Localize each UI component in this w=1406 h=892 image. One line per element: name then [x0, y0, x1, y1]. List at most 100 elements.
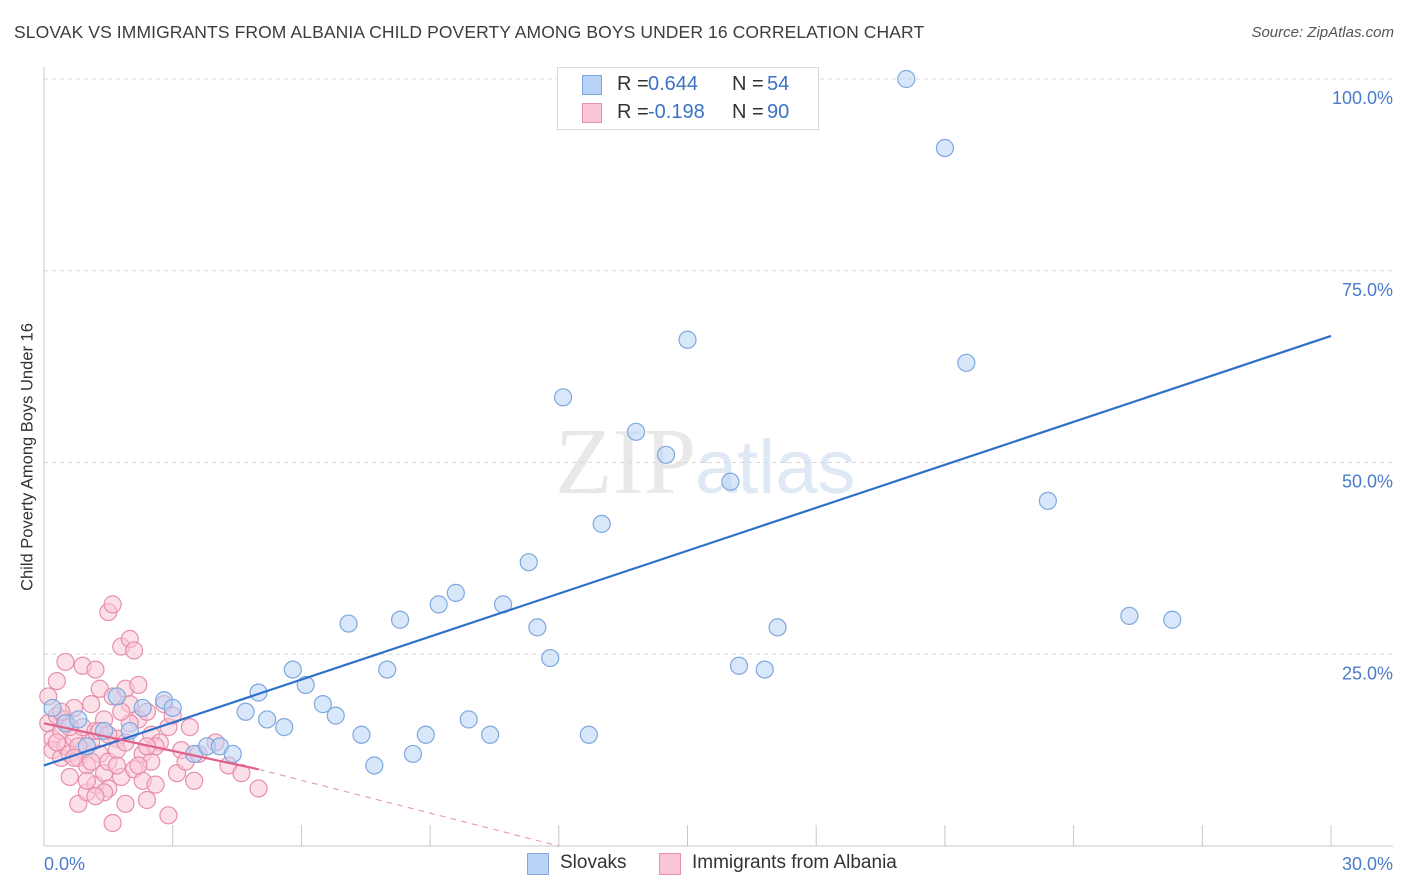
albania-point: [146, 775, 165, 794]
slovaks-point: [459, 710, 478, 729]
x-tick-label-min: 0.0%: [44, 854, 85, 874]
slovaks-point: [352, 725, 371, 744]
albania-point: [60, 767, 79, 787]
trend-line-albania: [43, 722, 259, 771]
slovaks-point: [43, 698, 62, 718]
n-label: N =: [732, 101, 764, 123]
watermark-atlas: atlas: [695, 425, 856, 510]
slovaks-point: [957, 353, 976, 372]
legend-swatch-slovaks: [527, 853, 549, 875]
stats-box: R = 0.644 N = 54 R = -0.198 N = 90: [557, 67, 819, 130]
slovaks-swatch: [582, 75, 602, 95]
slovaks-point: [378, 660, 397, 679]
slovaks-point: [236, 702, 255, 721]
slovaks-point: [365, 756, 384, 775]
albania-point: [129, 756, 148, 775]
slovaks-point: [223, 744, 242, 764]
watermark-zip: ZIP: [555, 410, 696, 514]
source-label: Source: ZipAtlas.com: [1251, 24, 1394, 41]
slovaks-point: [133, 698, 152, 718]
slovaks-point: [755, 660, 774, 679]
r-value-slovaks: 0.644: [648, 73, 699, 95]
series-slovaks-points: [43, 69, 1182, 775]
grid-lines: [44, 78, 1393, 655]
slovaks-point: [275, 718, 294, 737]
x-tick-label-max: 30.0%: [1342, 854, 1393, 874]
trend-line-slovaks: [43, 334, 1332, 767]
slovaks-point: [768, 618, 787, 637]
slovaks-point: [163, 698, 182, 718]
albania-point: [137, 790, 157, 810]
slovaks-point: [339, 614, 358, 633]
albania-point: [77, 771, 97, 790]
albania-point: [185, 771, 204, 790]
slovaks-point: [592, 514, 611, 533]
y-tick-label-25: 25.0%: [1342, 663, 1393, 683]
y-tick-label-100: 100.0%: [1332, 88, 1393, 108]
slovaks-point: [553, 388, 573, 407]
slovaks-point: [313, 695, 332, 714]
slovaks-point: [1038, 491, 1057, 510]
slovaks-point: [541, 648, 560, 668]
n-label: N =: [732, 73, 764, 95]
legend-label-slovaks: Slovaks: [560, 852, 627, 873]
slovaks-point: [416, 725, 435, 744]
albania-point: [86, 660, 105, 679]
albania-point: [159, 806, 178, 825]
slovaks-point: [528, 618, 547, 637]
slovaks-point: [69, 710, 88, 729]
slovaks-point: [678, 330, 697, 349]
n-value-slovaks: 54: [767, 73, 790, 95]
r-value-albania: -0.198: [648, 101, 705, 123]
slovaks-point: [403, 744, 423, 764]
legend-swatch-albania: [659, 853, 681, 875]
albania-point: [180, 718, 199, 737]
albania-point: [112, 702, 131, 721]
albania-point: [56, 652, 75, 672]
slovaks-point: [935, 138, 955, 158]
r-label: R =: [617, 101, 649, 123]
slovaks-point: [519, 553, 538, 572]
trend-extension-albania: [258, 768, 559, 847]
slovaks-point: [446, 583, 465, 602]
albania-point: [103, 595, 122, 614]
axes: [43, 67, 1393, 847]
slovaks-point: [326, 706, 345, 725]
slovaks-point: [626, 422, 646, 441]
slovaks-point: [481, 725, 500, 744]
slovaks-point: [1163, 610, 1182, 629]
slovaks-point: [721, 472, 740, 491]
slovaks-point: [729, 656, 749, 675]
trend-lines: [43, 334, 1332, 847]
albania-point: [47, 733, 66, 752]
albania-point: [249, 779, 268, 798]
albania-point: [86, 787, 105, 806]
y-tick-label-75: 75.0%: [1342, 280, 1393, 300]
slovaks-point: [656, 445, 676, 464]
chart-title: SLOVAK VS IMMIGRANTS FROM ALBANIA CHILD …: [14, 22, 925, 42]
albania-point: [129, 675, 148, 695]
albania-point: [82, 752, 101, 771]
albania-point: [116, 794, 135, 813]
slovaks-point: [897, 69, 916, 89]
albania-point: [107, 756, 127, 775]
tick-labels: 0.0% 30.0% 25.0% 50.0% 75.0% 100.0%: [44, 88, 1393, 874]
slovaks-point: [249, 683, 268, 702]
watermark: ZIP atlas: [555, 410, 856, 514]
slovaks-point: [390, 610, 410, 629]
r-label: R =: [617, 73, 649, 95]
albania-point: [82, 695, 101, 714]
slovaks-point: [283, 660, 302, 679]
n-value-albania: 90: [767, 101, 790, 123]
y-tick-label-50: 50.0%: [1342, 472, 1393, 492]
slovaks-point: [429, 595, 448, 614]
slovaks-point: [579, 725, 598, 744]
albania-point: [47, 671, 66, 691]
slovaks-point: [107, 687, 127, 706]
slovaks-point: [1120, 606, 1139, 626]
albania-point: [124, 641, 144, 660]
slovaks-point: [257, 710, 277, 729]
legend-label-albania: Immigrants from Albania: [692, 852, 897, 873]
albania-swatch: [582, 103, 602, 123]
